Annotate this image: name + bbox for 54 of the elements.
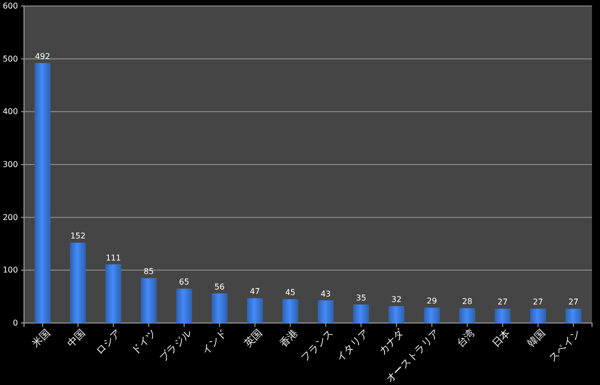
x-tick-label: 中国 (65, 327, 88, 350)
bar (34, 63, 51, 323)
y-tick-label: 300 (2, 160, 18, 170)
bar (246, 298, 263, 323)
x-tick-label: ブラジル (157, 327, 194, 364)
bar (282, 299, 298, 323)
bar (70, 242, 86, 323)
x-tick-label: 香港 (278, 327, 300, 350)
data-label: 32 (391, 295, 402, 304)
data-label: 28 (462, 297, 472, 306)
data-label: 43 (320, 289, 331, 298)
data-label: 492 (34, 52, 50, 62)
x-tick-label: ロシア (94, 328, 124, 357)
x-tick-label: イタリア (334, 328, 371, 364)
bar (459, 308, 476, 323)
data-label: 27 (568, 298, 579, 307)
y-tick-label: 100 (2, 266, 18, 275)
bar (353, 304, 370, 323)
data-label: 152 (70, 232, 86, 241)
x-tick-label: 日本 (490, 327, 513, 350)
bar (318, 300, 334, 323)
y-tick-label: 400 (2, 107, 18, 116)
y-tick-label: 600 (2, 2, 18, 11)
data-label: 85 (144, 267, 154, 276)
x-tick-label: ドイツ (130, 328, 159, 357)
x-tick-label: 韓国 (525, 327, 548, 350)
data-label: 47 (250, 287, 260, 296)
bar (494, 308, 511, 323)
x-tick-label: 台湾 (454, 327, 478, 350)
x-tick-label: インド (200, 328, 230, 357)
data-label: 65 (179, 278, 190, 287)
data-label: 56 (214, 282, 225, 292)
y-tick-label: 200 (2, 212, 18, 222)
bar (424, 308, 440, 323)
x-tick-label: カナダ (376, 326, 408, 357)
data-label: 111 (106, 253, 121, 262)
bar (176, 288, 192, 323)
bar (140, 278, 157, 323)
bar (530, 308, 546, 323)
bar (565, 308, 582, 323)
data-label: 45 (285, 288, 296, 298)
y-tick-label: 0 (12, 318, 18, 328)
x-tick-label: フランス (300, 328, 336, 364)
data-label: 35 (356, 294, 366, 303)
x-tick-label: 英国 (242, 327, 265, 350)
data-label: 27 (498, 298, 508, 307)
bar (212, 293, 228, 323)
x-tick-label: スペイン (547, 328, 584, 364)
x-tick-label: 米国 (30, 327, 52, 350)
data-label: 27 (532, 298, 544, 307)
bar (105, 264, 122, 323)
bar (388, 306, 404, 323)
y-tick-label: 500 (2, 54, 18, 64)
data-label: 29 (426, 296, 437, 306)
